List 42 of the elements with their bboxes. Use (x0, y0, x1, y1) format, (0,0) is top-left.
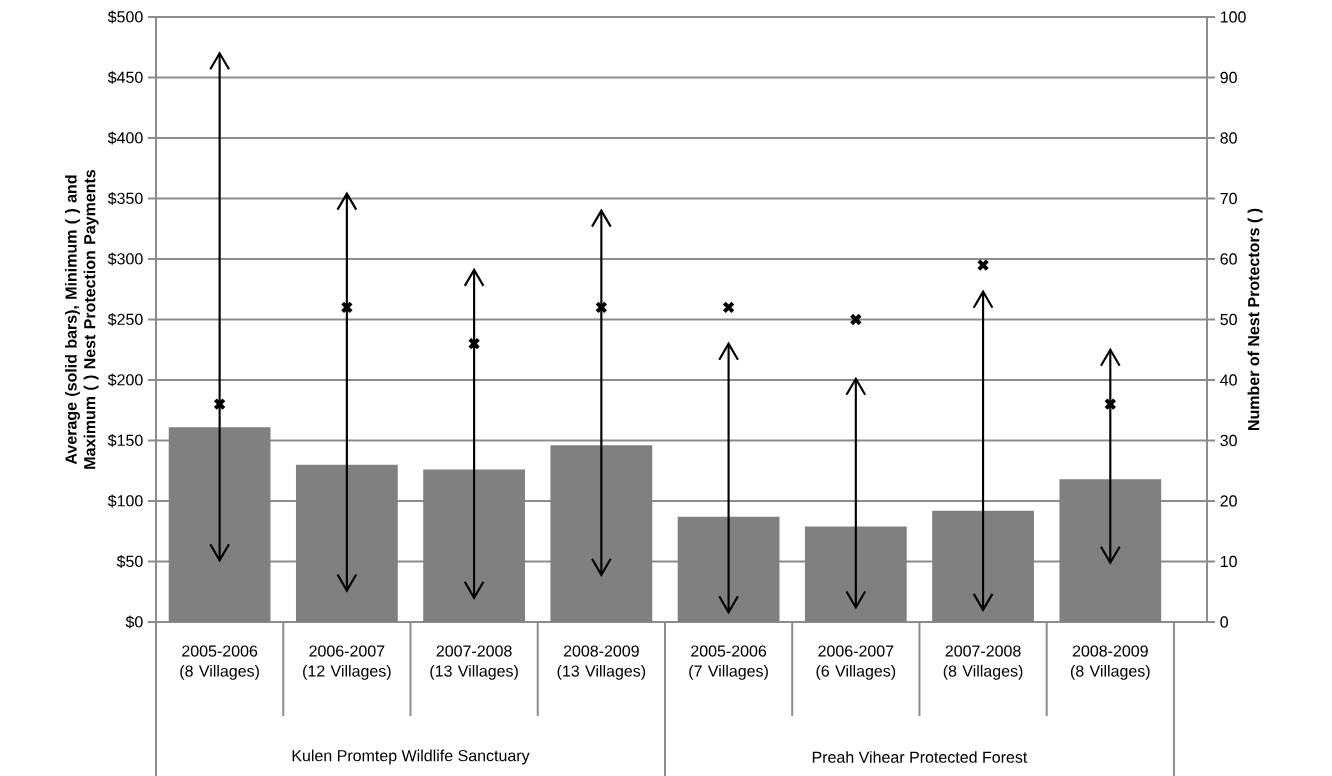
text: Preah Vihear Protected Forest (812, 751, 1028, 763)
y2-tick-label: 0 (1220, 616, 1228, 628)
y2-tick-label: 20 (1220, 495, 1237, 507)
x-tick-label: 2005-2006 (7 Villages) (689, 645, 768, 680)
x-tick-label: 2008-2009 (8 Villages) (1070, 645, 1150, 680)
y-tick-label: $100 (107, 494, 143, 508)
x-tick-label: 2007-2008 (8 Villages) (943, 645, 1023, 680)
y-tick-label: $500 (107, 10, 143, 24)
point (722, 301, 735, 314)
point (213, 397, 226, 411)
y-tick-label: $200 (107, 373, 143, 387)
y-tick-label: $350 (107, 192, 143, 205)
x-tick-label: 2007-2008 (13 Villages) (430, 645, 518, 680)
y2-tick-label: 50 (1220, 313, 1237, 326)
point (595, 301, 608, 314)
y-tick-label: $50 (116, 555, 143, 568)
point (340, 301, 354, 314)
x-tick-label: 2005-2006 (8 Villages) (180, 645, 259, 680)
y2-tick-label: 30 (1220, 434, 1237, 447)
y-axis-title: Average (solid bars), Minimum ( ) and Maximum ( ) Nest Protection Payments (64, 169, 99, 469)
point (467, 337, 481, 350)
x-tick-label: 2006-2007 (6 Villages) (816, 645, 896, 680)
y2-tick-label: 100 (1220, 11, 1246, 23)
point (976, 258, 990, 272)
y-tick-label: $0 (125, 615, 143, 629)
y2-tick-label: 40 (1220, 374, 1237, 386)
y2-tick-label: 70 (1220, 192, 1237, 205)
y-tick-label: $400 (107, 131, 143, 145)
y-tick-label: $250 (107, 313, 143, 326)
x-tick-label: 2008-2009 (13 Villages) (557, 645, 646, 680)
y2-tick-label: 60 (1220, 253, 1237, 265)
point (849, 313, 863, 326)
y2-tick-label: 10 (1220, 555, 1237, 568)
y-tick-label: $450 (107, 71, 143, 84)
y2-axis-title: Number of Nest Protectors ( ) (1247, 208, 1263, 430)
y-tick-label: $300 (107, 252, 143, 266)
text: Kulen Promtep Wildlife Sanctuary (292, 749, 530, 765)
y-tick-label: $150 (107, 434, 143, 447)
point (1104, 397, 1117, 411)
y2-tick-label: 80 (1220, 132, 1237, 144)
y2-tick-label: 90 (1220, 71, 1237, 84)
x-tick-label: 2006-2007 (12 Villages) (303, 645, 391, 680)
